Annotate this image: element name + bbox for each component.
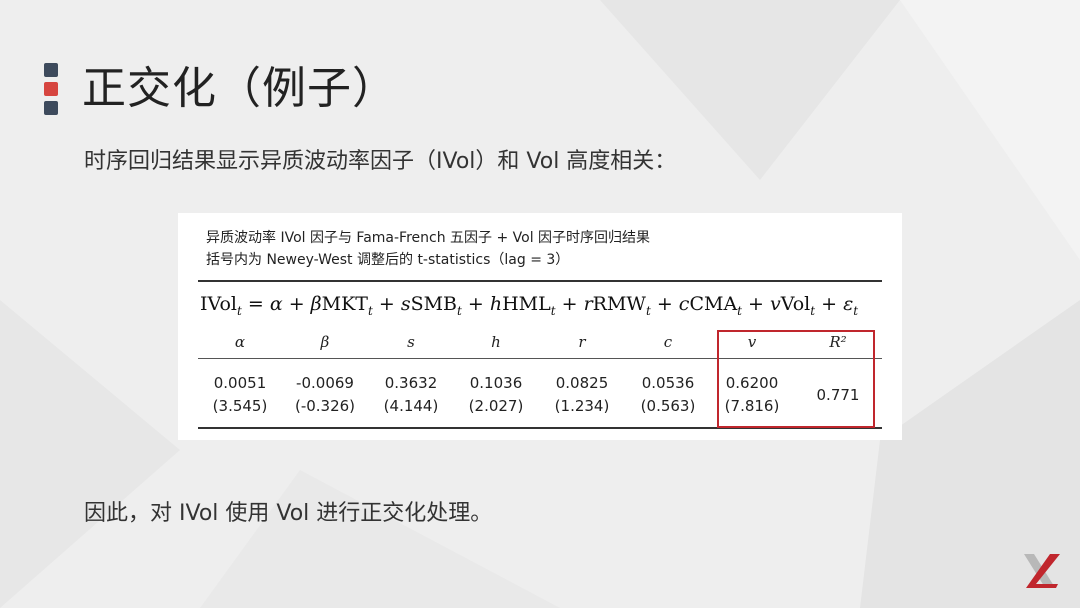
slide-subtitle: 时序回归结果显示异质波动率因子（IVol）和 Vol 高度相关： [84, 149, 677, 174]
top-rule [198, 280, 882, 282]
regression-equation: IVolt = α + βMKTt + sSMBt + hHMLt + rRMW… [200, 293, 859, 318]
table-caption-2: 括号内为 Newey-West 调整后的 t-statistics（lag = … [206, 252, 570, 268]
title-marker-bottom [44, 101, 58, 115]
coefficient-cell: 0.3632 [384, 374, 438, 392]
column-header: c [663, 333, 673, 351]
t-stat-cell: (2.027) [468, 397, 524, 415]
header-rule [198, 358, 882, 359]
highlight-box [717, 330, 875, 428]
column-header: r [578, 333, 586, 351]
r-squared-cell: 0.771 [816, 386, 860, 404]
t-stat-cell: (1.234) [554, 397, 610, 415]
t-stat-cell: (-0.326) [294, 397, 356, 415]
t-stat-cell: (0.563) [640, 397, 696, 415]
coefficient-cell: -0.0069 [296, 374, 354, 392]
column-header: R² [829, 333, 847, 351]
column-header: α [234, 333, 246, 351]
regression-table-image: 异质波动率 IVol 因子与 Fama-French 五因子 + Vol 因子时… [178, 213, 902, 440]
coefficient-cell: 0.6200 [725, 374, 779, 392]
t-stat-cell: (3.545) [212, 397, 268, 415]
slide-title: 正交化（例子） [82, 63, 397, 114]
coefficient-cell: 0.0051 [213, 374, 267, 392]
coefficient-cell: 0.0536 [641, 374, 695, 392]
slide-conclusion: 因此，对 IVol 使用 Vol 进行正交化处理。 [84, 501, 493, 526]
title-marker-middle [44, 82, 58, 96]
title-marker-top [44, 63, 58, 77]
bottom-rule [198, 427, 882, 429]
coefficient-cell: 0.0825 [555, 374, 609, 392]
column-header: s [407, 333, 415, 351]
x-logo-icon [1024, 554, 1060, 588]
column-header: v [747, 333, 757, 351]
column-header: β [320, 333, 330, 351]
column-header: h [491, 333, 501, 351]
table-caption-1: 异质波动率 IVol 因子与 Fama-French 五因子 + Vol 因子时… [206, 230, 651, 246]
t-stat-cell: (7.816) [724, 397, 780, 415]
t-stat-cell: (4.144) [383, 397, 439, 415]
coefficient-cell: 0.1036 [469, 374, 523, 392]
